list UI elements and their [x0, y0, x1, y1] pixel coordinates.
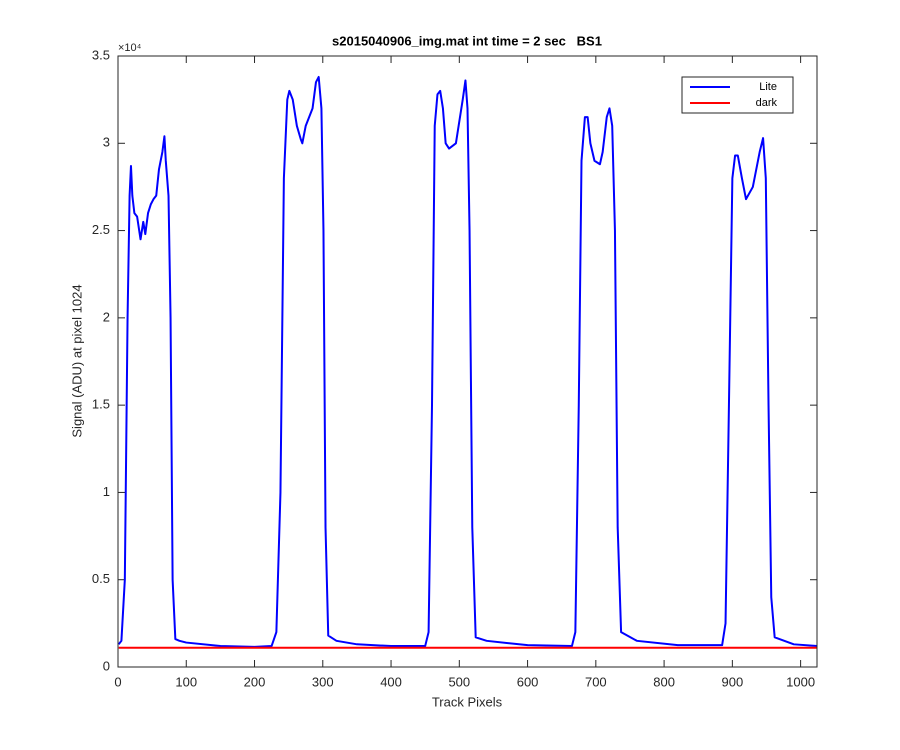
x-tick-label: 900 [722, 674, 744, 689]
x-tick-label: 300 [312, 674, 334, 689]
x-tick-label: 1000 [786, 674, 815, 689]
x-tick-label: 400 [380, 674, 402, 689]
legend-label: dark [756, 97, 778, 109]
chart-title: s2015040906_img.mat int time = 2 sec BS1 [332, 33, 602, 48]
axes-box [117, 55, 818, 668]
y-tick-label: 0.5 [92, 571, 110, 586]
x-axis-label: Track Pixels [432, 694, 503, 709]
y-tick-label: 3.5 [92, 47, 110, 62]
x-tick-label: 500 [448, 674, 470, 689]
y-tick-label: 2.5 [92, 222, 110, 237]
y-tick-label: 3 [103, 135, 110, 150]
y-axis-label: Signal (ADU) at pixel 1024 [69, 284, 84, 437]
x-tick-label: 800 [653, 674, 675, 689]
x-tick-label: 600 [517, 674, 539, 689]
y-tick-label: 2 [103, 309, 110, 324]
x-tick-label: 100 [175, 674, 197, 689]
x-tick-label: 0 [114, 674, 121, 689]
y-tick-label: 1.5 [92, 397, 110, 412]
x-tick-label: 700 [585, 674, 607, 689]
data-line [117, 75, 818, 648]
y-exponent: ×10⁴ [118, 42, 142, 54]
legend-label: Lite [759, 81, 777, 93]
legend-box [681, 76, 794, 114]
x-tick-label: 200 [244, 674, 266, 689]
y-tick-label: 1 [103, 484, 110, 499]
y-tick-label: 0 [103, 658, 110, 673]
